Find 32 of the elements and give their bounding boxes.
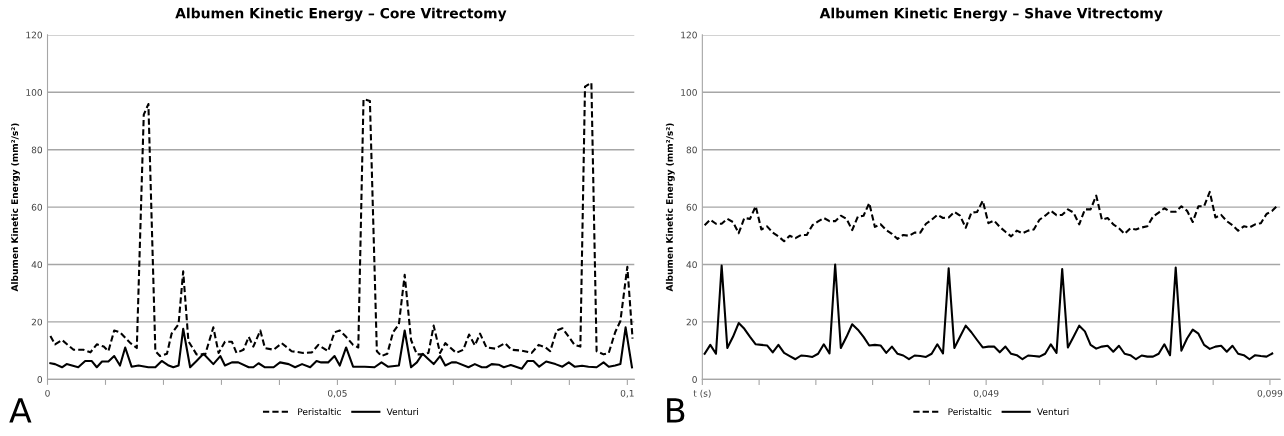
legend-label: Peristaltic — [948, 408, 992, 416]
y-tick-label: 80 — [686, 146, 697, 154]
y-tick-label: 40 — [31, 261, 43, 269]
y-tick-label: 0 — [37, 376, 43, 383]
y-tick-label: 0 — [692, 376, 697, 383]
text: A — [9, 398, 32, 423]
chart-title: Albumen Kinetic Energy – Shave Vitrectomy — [819, 7, 1163, 22]
x-tick-label: 0,099 — [1257, 389, 1283, 398]
line-series — [703, 263, 1274, 361]
y-tick-label: 60 — [686, 203, 697, 211]
x-tick-label: 0,05 — [327, 389, 347, 398]
x-tick-label: 0,1 — [620, 389, 634, 398]
y-axis-title: Albumen Kinetic Energy (mm²/s²) — [11, 123, 20, 292]
y-tick-label: 120 — [26, 31, 43, 39]
legend-label: Venturi — [1037, 408, 1069, 416]
y-tick-label: 20 — [686, 318, 697, 326]
y-axis-title: Albumen Kinetic Energy (mm²/s²) — [665, 123, 675, 292]
text: B — [667, 398, 685, 423]
x-tick-label: 0,049 — [973, 389, 999, 398]
x-tick-label: 0 — [45, 389, 50, 397]
y-tick-label: 120 — [681, 31, 697, 39]
y-tick-label: 100 — [681, 89, 697, 96]
x-tick-label: t (s) — [693, 389, 711, 398]
legend-label: Peristaltic — [298, 408, 341, 416]
line-series — [703, 190, 1279, 243]
chart-title: Albumen Kinetic Energy – Core Vitrectomy — [175, 7, 507, 22]
y-tick-label: 20 — [31, 318, 43, 326]
y-tick-label: 100 — [26, 89, 43, 96]
legend-label: Venturi — [386, 408, 418, 416]
y-tick-label: 40 — [686, 261, 697, 269]
y-tick-label: 60 — [31, 203, 43, 211]
y-tick-label: 80 — [31, 146, 43, 154]
